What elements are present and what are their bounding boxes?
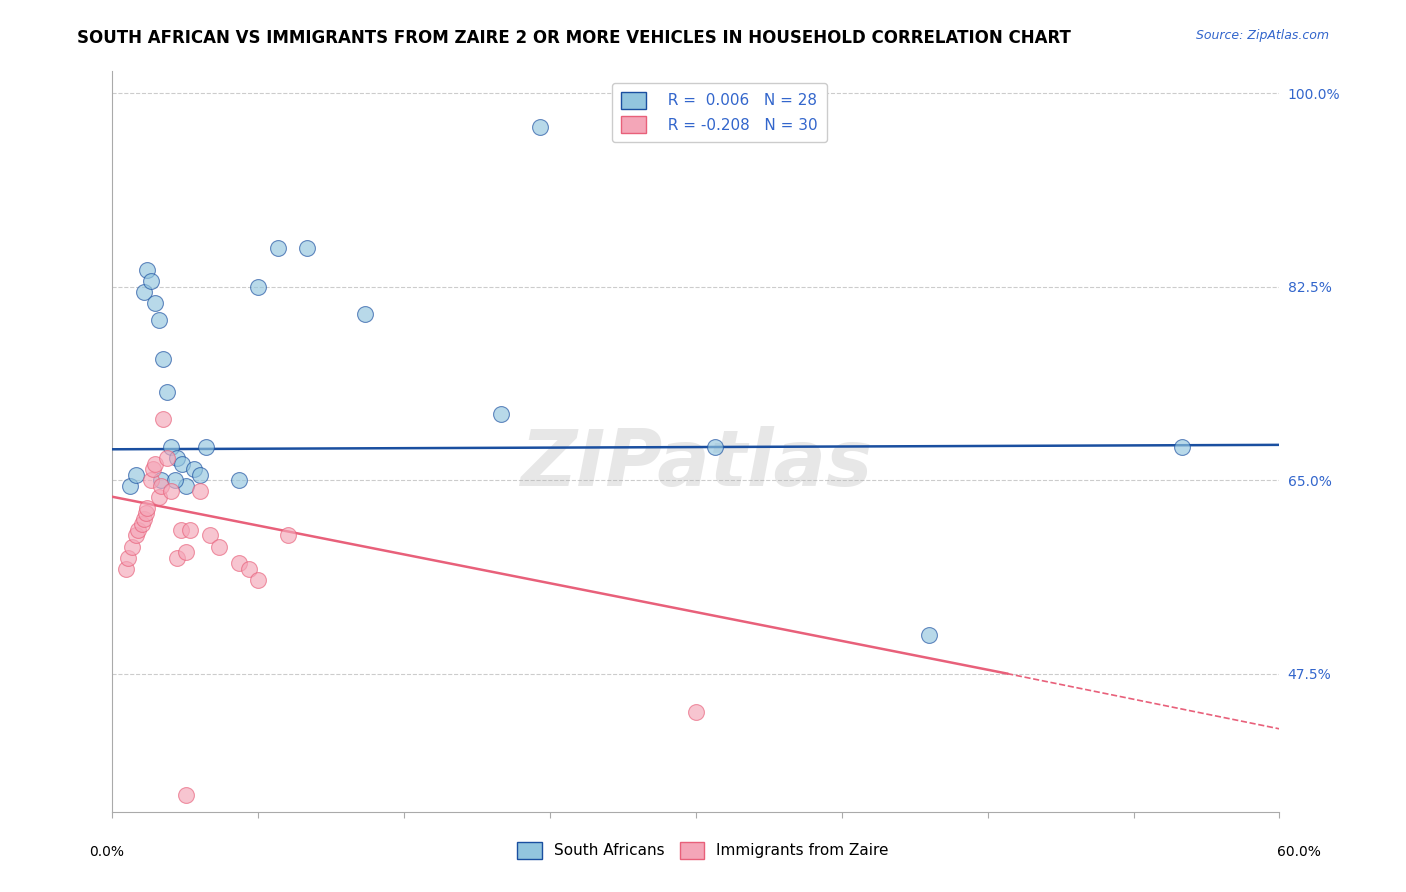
Point <box>183 462 205 476</box>
Point <box>143 296 166 310</box>
Text: 0.0%: 0.0% <box>90 846 124 859</box>
Point <box>148 313 170 327</box>
Point <box>228 556 250 570</box>
Point <box>115 561 138 575</box>
Point <box>136 500 159 515</box>
Point <box>148 490 170 504</box>
Point <box>152 412 174 426</box>
Text: 60.0%: 60.0% <box>1277 846 1322 859</box>
Point <box>156 384 179 399</box>
Point <box>127 523 149 537</box>
Point <box>247 573 270 587</box>
Point <box>143 457 166 471</box>
Point <box>194 440 217 454</box>
Point <box>491 407 513 421</box>
Point <box>247 280 270 294</box>
Point <box>163 473 186 487</box>
Point <box>188 467 211 482</box>
Point <box>704 440 727 454</box>
Point <box>228 473 250 487</box>
Point <box>152 351 174 366</box>
Point <box>176 479 198 493</box>
Point <box>136 263 159 277</box>
Point <box>166 451 188 466</box>
Point <box>166 550 188 565</box>
Text: ZIPatlas: ZIPatlas <box>520 425 872 502</box>
Point <box>125 467 148 482</box>
Point <box>117 550 139 565</box>
Point <box>121 540 143 554</box>
Text: SOUTH AFRICAN VS IMMIGRANTS FROM ZAIRE 2 OR MORE VEHICLES IN HOUSEHOLD CORRELATI: SOUTH AFRICAN VS IMMIGRANTS FROM ZAIRE 2… <box>77 29 1071 46</box>
Point <box>150 479 173 493</box>
Point <box>118 479 141 493</box>
Point <box>150 473 173 487</box>
Point <box>276 528 298 542</box>
Point <box>188 484 211 499</box>
Point <box>156 451 179 466</box>
Point <box>179 523 201 537</box>
Point <box>176 545 198 559</box>
Point <box>141 473 163 487</box>
Point <box>238 561 260 575</box>
Point <box>198 528 221 542</box>
Point <box>172 457 194 471</box>
Point <box>295 241 318 255</box>
Text: Source: ZipAtlas.com: Source: ZipAtlas.com <box>1195 29 1329 42</box>
Point <box>354 308 377 322</box>
Point <box>135 507 157 521</box>
Legend:   R =  0.006   N = 28,   R = -0.208   N = 30: R = 0.006 N = 28, R = -0.208 N = 30 <box>612 83 827 142</box>
Point <box>160 440 183 454</box>
Point <box>918 628 941 642</box>
Point <box>1171 440 1194 454</box>
Point <box>160 484 183 499</box>
Point <box>169 523 191 537</box>
Point <box>132 285 155 300</box>
Legend: South Africans, Immigrants from Zaire: South Africans, Immigrants from Zaire <box>510 836 896 864</box>
Point <box>141 274 163 288</box>
Point <box>267 241 290 255</box>
Point <box>132 512 155 526</box>
Point <box>685 706 707 720</box>
Point <box>208 540 231 554</box>
Point <box>529 120 551 134</box>
Point <box>142 462 165 476</box>
Point <box>176 788 198 802</box>
Point <box>125 528 148 542</box>
Point <box>131 517 153 532</box>
